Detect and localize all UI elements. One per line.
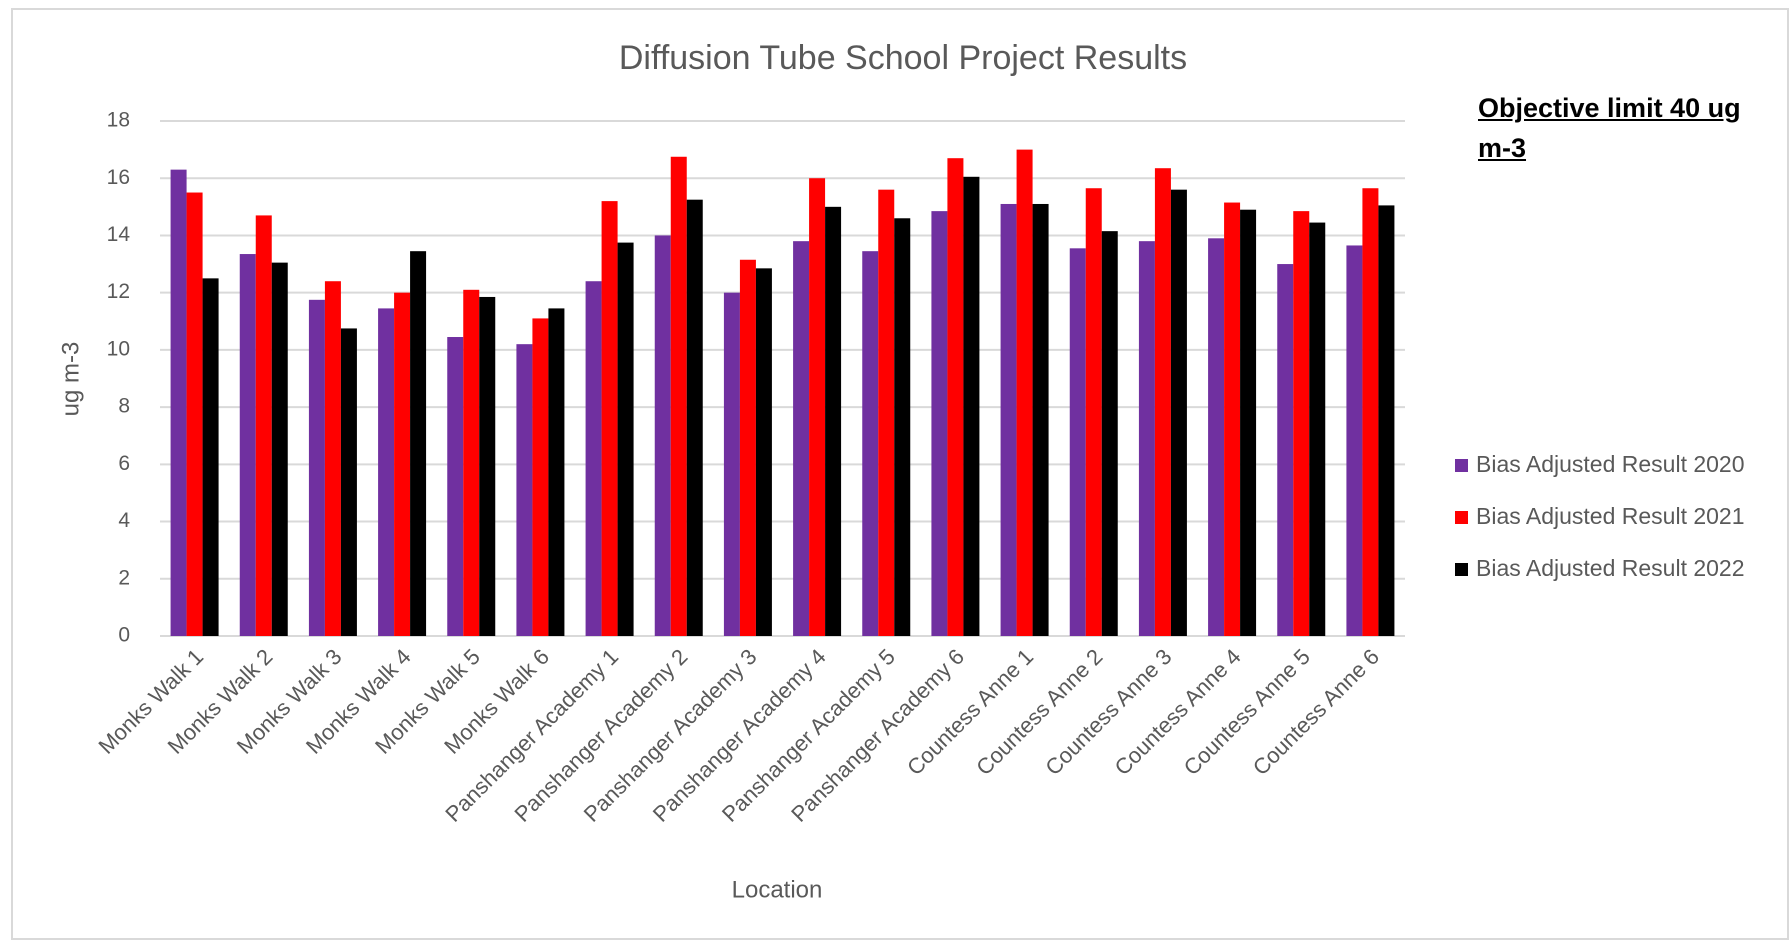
bar — [601, 201, 618, 636]
bar — [548, 308, 565, 636]
legend-label: Bias Adjusted Result 2021 — [1476, 503, 1745, 529]
bar — [1138, 241, 1155, 636]
bar — [894, 218, 911, 636]
bar — [410, 251, 427, 637]
bar — [947, 158, 964, 636]
y-tick-label: 8 — [118, 395, 130, 418]
bar — [1101, 231, 1118, 636]
bar — [1154, 168, 1171, 637]
bar — [809, 178, 826, 636]
bar — [255, 215, 272, 636]
y-tick-label: 16 — [107, 166, 130, 189]
bar — [963, 176, 980, 636]
bar — [723, 292, 740, 636]
y-tick-label: 12 — [107, 280, 130, 303]
bar — [1069, 248, 1086, 636]
bar — [1224, 202, 1241, 636]
bar — [1032, 203, 1049, 636]
bar — [1000, 203, 1017, 636]
y-tick-label: 6 — [118, 452, 130, 475]
bar — [532, 318, 549, 636]
legend-label: Bias Adjusted Result 2022 — [1476, 555, 1745, 581]
annotation: Objective limit 40 ug m-3 — [1478, 93, 1741, 163]
bar — [271, 262, 288, 636]
legend-swatch — [1455, 563, 1468, 576]
bar — [170, 169, 187, 636]
bar — [308, 299, 325, 636]
bar — [686, 199, 703, 637]
bar — [463, 289, 480, 636]
bar — [1277, 264, 1294, 636]
legend-label: Bias Adjusted Result 2020 — [1476, 451, 1745, 477]
x-axis-label: Location — [732, 876, 823, 903]
bar — [755, 268, 772, 636]
bar — [793, 241, 810, 636]
y-tick-label: 4 — [118, 509, 130, 532]
bar — [378, 308, 395, 636]
bar — [479, 296, 496, 636]
y-tick-label: 0 — [118, 624, 130, 647]
bar — [825, 206, 842, 637]
bar — [931, 211, 948, 636]
y-tick-label: 10 — [107, 337, 130, 360]
legend-swatch — [1455, 459, 1468, 472]
bar — [1240, 209, 1257, 636]
y-axis-label: ug m-3 — [57, 342, 84, 417]
chart-title: Diffusion Tube School Project Results — [619, 39, 1187, 77]
bar — [617, 242, 634, 636]
bar — [186, 192, 203, 636]
bar — [1085, 188, 1102, 636]
bar — [654, 235, 671, 636]
legend-swatch — [1455, 511, 1468, 524]
bar — [739, 259, 756, 636]
bar — [447, 337, 464, 636]
bar — [1362, 188, 1379, 636]
bar — [585, 281, 602, 636]
bar — [340, 328, 357, 636]
y-tick-label: 14 — [107, 223, 131, 246]
y-tick-label: 18 — [107, 109, 130, 132]
bar — [516, 344, 533, 636]
bar — [239, 254, 256, 636]
bar — [1378, 205, 1395, 636]
bar — [394, 292, 411, 636]
bar — [862, 251, 879, 637]
bar — [1293, 211, 1310, 636]
bar — [1170, 189, 1187, 636]
bar — [1346, 245, 1363, 637]
bar — [670, 156, 687, 636]
bar — [1208, 238, 1225, 637]
bar — [202, 278, 219, 636]
y-tick-label: 2 — [118, 566, 130, 589]
bar — [324, 281, 341, 636]
bar — [878, 189, 895, 636]
bar — [1309, 222, 1326, 636]
bar — [1016, 149, 1033, 636]
